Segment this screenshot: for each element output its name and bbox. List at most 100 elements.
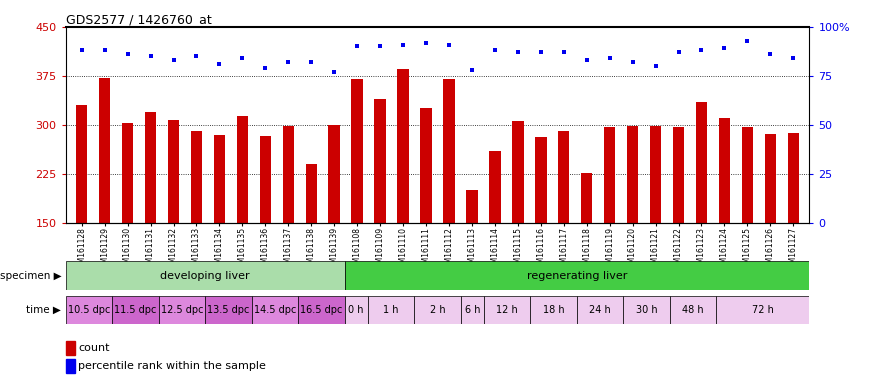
Text: GDS2577 / 1426760_at: GDS2577 / 1426760_at (66, 13, 212, 26)
Point (671, 49, 685, 55)
Point (98, 47, 112, 53)
Text: time ▶: time ▶ (26, 305, 61, 315)
Bar (236, 116, 248, 223)
Point (740, 38, 754, 44)
Bar (788, 132, 799, 223)
Bar (112, 296, 158, 324)
Text: 1 h: 1 h (383, 305, 399, 315)
Bar (581, 173, 592, 223)
Text: 16.5 dpc: 16.5 dpc (300, 305, 342, 315)
Bar (66, 359, 74, 373)
Bar (345, 296, 368, 324)
Bar (66, 341, 74, 355)
Bar (414, 296, 461, 324)
Point (603, 55, 617, 61)
Bar (66, 261, 345, 290)
Text: 10.5 dpc: 10.5 dpc (67, 305, 110, 315)
Bar (742, 127, 753, 223)
Point (166, 57, 180, 63)
Bar (558, 131, 570, 223)
Bar (535, 137, 547, 223)
Point (534, 49, 548, 55)
Bar (260, 136, 271, 223)
Point (235, 55, 249, 61)
Text: 13.5 dpc: 13.5 dpc (207, 305, 249, 315)
Bar (444, 79, 455, 223)
Text: 18 h: 18 h (542, 305, 564, 315)
Text: regenerating liver: regenerating liver (527, 270, 627, 281)
Point (511, 49, 525, 55)
Text: 0 h: 0 h (348, 305, 364, 315)
Point (258, 65, 272, 71)
Bar (670, 296, 717, 324)
Bar (420, 109, 431, 223)
Point (419, 40, 433, 46)
Point (373, 43, 387, 50)
Point (213, 61, 227, 67)
Point (580, 57, 594, 63)
Point (327, 69, 341, 75)
Text: 2 h: 2 h (430, 305, 445, 315)
Text: 11.5 dpc: 11.5 dpc (114, 305, 157, 315)
Text: 24 h: 24 h (590, 305, 611, 315)
Text: 12 h: 12 h (496, 305, 518, 315)
Bar (122, 123, 133, 223)
Text: 48 h: 48 h (682, 305, 704, 315)
Bar (205, 296, 252, 324)
Bar (466, 190, 478, 223)
Point (350, 43, 364, 50)
Bar (626, 126, 639, 223)
Bar (717, 296, 809, 324)
Point (695, 47, 709, 53)
Bar (66, 296, 112, 324)
Bar (252, 296, 298, 324)
Text: developing liver: developing liver (160, 270, 250, 281)
Text: percentile rank within the sample: percentile rank within the sample (78, 361, 266, 371)
Bar (577, 296, 623, 324)
Bar (530, 296, 577, 324)
Point (144, 53, 158, 59)
Point (626, 59, 640, 65)
Point (488, 47, 502, 53)
Text: 30 h: 30 h (636, 305, 657, 315)
Bar (489, 151, 500, 223)
Point (787, 55, 801, 61)
Text: specimen ▶: specimen ▶ (0, 270, 61, 281)
Bar (650, 126, 662, 223)
Bar (368, 296, 414, 324)
Bar (718, 118, 730, 223)
Bar (283, 126, 294, 223)
Point (121, 51, 135, 57)
Text: 6 h: 6 h (465, 305, 480, 315)
Bar (345, 261, 809, 290)
Point (442, 41, 456, 48)
Bar (352, 79, 363, 223)
Point (74, 47, 88, 53)
Bar (298, 296, 345, 324)
Bar (623, 296, 670, 324)
Bar (214, 135, 225, 223)
Text: 14.5 dpc: 14.5 dpc (254, 305, 296, 315)
Text: 72 h: 72 h (752, 305, 774, 315)
Text: count: count (78, 343, 109, 353)
Point (465, 67, 479, 73)
Point (718, 45, 732, 51)
Bar (397, 70, 409, 223)
Bar (76, 105, 88, 223)
Bar (145, 112, 157, 223)
Point (281, 59, 295, 65)
Bar (374, 99, 386, 223)
Bar (168, 120, 179, 223)
Bar (305, 164, 317, 223)
Bar (512, 121, 523, 223)
Bar (99, 78, 110, 223)
Bar (765, 134, 776, 223)
Point (190, 53, 204, 59)
Point (304, 59, 318, 65)
Point (763, 51, 777, 57)
Text: 12.5 dpc: 12.5 dpc (161, 305, 203, 315)
Bar (673, 127, 684, 223)
Bar (461, 296, 484, 324)
Point (556, 49, 570, 55)
Bar (328, 126, 340, 223)
